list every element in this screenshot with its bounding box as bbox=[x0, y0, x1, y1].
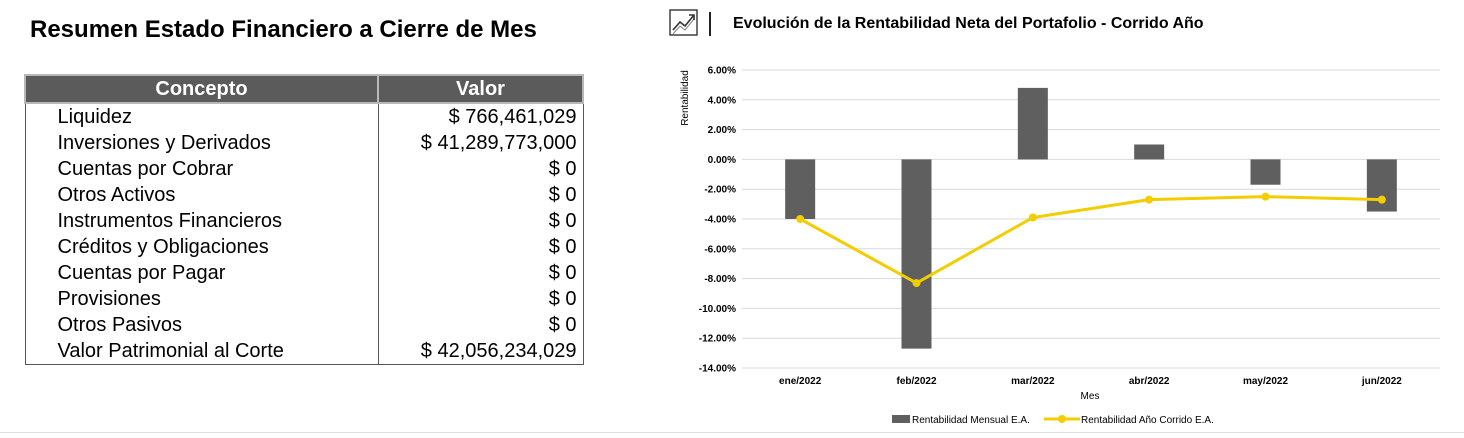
bar bbox=[1250, 159, 1281, 185]
table-row: Inversiones y Derivados $ 41,289,773,000 bbox=[24, 130, 584, 156]
legend-line-marker bbox=[1058, 415, 1066, 423]
summary-title: Resumen Estado Financiero a Cierre de Me… bbox=[30, 16, 537, 43]
row-concept: Créditos y Obligaciones bbox=[24, 234, 379, 260]
x-axis-ticks: ene/2022 feb/2022 mar/2022 abr/2022 may/2022… bbox=[779, 376, 1402, 387]
returns-chart: 6.00% 4.00% 2.00% 0.00% -2.00% -4.00% -6.00% -8… bbox=[680, 66, 1440, 426]
chart-grid bbox=[742, 69, 1440, 369]
row-value: $ 0 bbox=[377, 156, 584, 182]
table-row: Créditos y Obligaciones $ 0 bbox=[24, 234, 584, 260]
row-concept: Otros Pasivos bbox=[24, 312, 379, 338]
row-concept: Inversiones y Derivados bbox=[24, 130, 379, 156]
y-tick-label: -4.00% bbox=[704, 215, 736, 226]
row-value: $ 42,056,234,029 bbox=[377, 338, 584, 365]
bar bbox=[1134, 144, 1165, 160]
table-row: Otros Activos $ 0 bbox=[24, 182, 584, 208]
table-row: Liquidez $ 766,461,029 bbox=[24, 102, 584, 130]
chart-legend: Rentabilidad Mensual E.A. Rentabilidad A… bbox=[892, 415, 1214, 426]
table-header-row: Concepto Valor bbox=[24, 74, 584, 104]
trend-chart-icon bbox=[669, 9, 698, 36]
x-axis-label: Mes bbox=[1081, 391, 1100, 402]
bottom-divider bbox=[0, 432, 1464, 433]
line-series bbox=[796, 192, 1386, 288]
x-tick-label: jun/2022 bbox=[1361, 376, 1402, 387]
row-value: $ 0 bbox=[377, 286, 584, 312]
y-axis-label: Rentabilidad bbox=[680, 70, 691, 126]
row-concept: Otros Activos bbox=[24, 182, 379, 208]
legend-line-label: Rentabilidad Año Corrido E.A. bbox=[1081, 415, 1214, 426]
row-concept: Provisiones bbox=[24, 286, 379, 312]
row-value: $ 0 bbox=[377, 234, 584, 260]
bar-series bbox=[785, 87, 1397, 349]
line-point bbox=[1145, 195, 1154, 204]
table-row: Instrumentos Financieros $ 0 bbox=[24, 208, 584, 234]
row-value: $ 766,461,029 bbox=[377, 102, 584, 130]
concept-column-header: Concepto bbox=[24, 74, 379, 104]
y-axis-ticks: 6.00% 4.00% 2.00% 0.00% -2.00% -4.00% -6.00% -8… bbox=[699, 66, 736, 375]
row-value: $ 0 bbox=[377, 182, 584, 208]
y-tick-label: -2.00% bbox=[704, 185, 736, 196]
table-row: Otros Pasivos $ 0 bbox=[24, 312, 584, 338]
table-row: Provisiones $ 0 bbox=[24, 286, 584, 312]
row-concept: Instrumentos Financieros bbox=[24, 208, 379, 234]
table-row: Cuentas por Pagar $ 0 bbox=[24, 260, 584, 286]
y-tick-label: -10.00% bbox=[699, 304, 736, 315]
y-tick-label: 0.00% bbox=[708, 155, 736, 166]
financial-summary-table: Concepto Valor Liquidez $ 766,461,029 Inv… bbox=[24, 74, 584, 365]
x-tick-label: mar/2022 bbox=[1011, 376, 1055, 387]
line-point bbox=[1261, 192, 1270, 201]
y-tick-label: -14.00% bbox=[699, 364, 736, 375]
y-tick-label: 4.00% bbox=[708, 95, 736, 106]
row-value: $ 41,289,773,000 bbox=[377, 130, 584, 156]
y-tick-label: -8.00% bbox=[704, 274, 736, 285]
series-line bbox=[799, 195, 1382, 285]
row-value: $ 0 bbox=[377, 208, 584, 234]
value-column-header: Valor bbox=[377, 74, 584, 104]
line-point bbox=[912, 279, 921, 288]
row-concept: Cuentas por Cobrar bbox=[24, 156, 379, 182]
bar bbox=[1366, 159, 1397, 212]
table-row: Cuentas por Cobrar $ 0 bbox=[24, 156, 584, 182]
x-tick-label: may/2022 bbox=[1243, 376, 1288, 387]
bar bbox=[901, 159, 932, 349]
line-point bbox=[1028, 213, 1037, 222]
line-point bbox=[1377, 195, 1386, 204]
x-tick-label: ene/2022 bbox=[779, 376, 822, 387]
y-tick-label: 6.00% bbox=[708, 66, 736, 77]
chart-title: Evolución de la Rentabilidad Neta del Po… bbox=[733, 15, 1204, 32]
legend-bar-swatch bbox=[892, 415, 910, 423]
y-tick-label: -12.00% bbox=[699, 334, 736, 345]
row-value: $ 0 bbox=[377, 312, 584, 338]
x-tick-label: feb/2022 bbox=[896, 376, 936, 387]
x-tick-label: abr/2022 bbox=[1129, 376, 1170, 387]
bar bbox=[785, 159, 816, 219]
row-concept: Liquidez bbox=[24, 102, 379, 130]
legend-bar-label: Rentabilidad Mensual E.A. bbox=[912, 415, 1030, 426]
row-concept: Valor Patrimonial al Corte bbox=[24, 338, 379, 365]
title-separator bbox=[709, 12, 711, 36]
table-row: Valor Patrimonial al Corte $ 42,056,234,0… bbox=[24, 338, 584, 365]
row-concept: Cuentas por Pagar bbox=[24, 260, 379, 286]
y-tick-label: -6.00% bbox=[704, 244, 736, 255]
y-tick-label: 2.00% bbox=[708, 125, 736, 136]
row-value: $ 0 bbox=[377, 260, 584, 286]
bar bbox=[1017, 87, 1048, 160]
line-point bbox=[796, 215, 805, 223]
